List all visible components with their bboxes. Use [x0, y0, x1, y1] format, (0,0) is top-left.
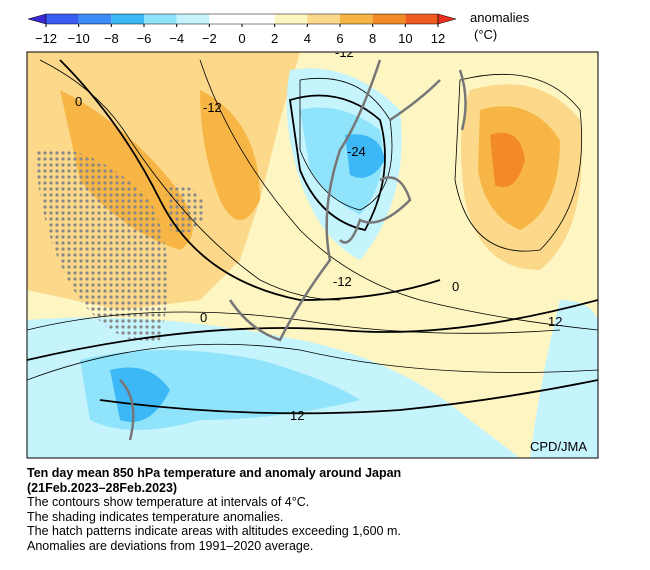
caption-line: Anomalies are deviations from 1991–2020 … — [27, 538, 314, 553]
caption-line: The hatch patterns indicate areas with a… — [27, 524, 401, 538]
colorbar-bin — [46, 14, 79, 24]
colorbar-title: anomalies — [470, 10, 530, 25]
contour-label: 0 — [200, 310, 207, 325]
contour-label: 12 — [290, 408, 304, 423]
contour-label: 0 — [452, 279, 459, 294]
colorbar-bin — [307, 14, 340, 24]
colorbar-extension — [27, 13, 47, 25]
colorbar-tick-label: −2 — [202, 31, 217, 46]
colorbar-tick-label: −8 — [104, 31, 119, 46]
colorbar-tick-label: 2 — [271, 31, 278, 46]
colorbar-tick-label: 0 — [238, 31, 245, 46]
caption-title: Ten day mean 850 hPa temperature and ano… — [27, 466, 402, 480]
colorbar-bin — [144, 14, 177, 24]
colorbar-bin — [242, 14, 275, 24]
colorbar-tick-label: −6 — [137, 31, 152, 46]
colorbar: −12 −10 −8 −6 −4 −2 0 2 4 6 8 10 12 — [27, 13, 457, 46]
colorbar-unit: (°C) — [474, 27, 497, 42]
caption-line: The shading indicates temperature anomal… — [27, 509, 284, 524]
colorbar-bin — [372, 14, 406, 24]
caption-period: (21Feb.2023–28Feb.2023) — [27, 480, 178, 495]
colorbar-tick-label: 8 — [369, 31, 376, 46]
colorbar-bin — [405, 14, 438, 24]
contour-label: -24 — [347, 144, 366, 159]
colorbar-bin — [111, 14, 144, 24]
map: 0 -12 -24 -12 0 12 12 0 -12 CPD/JMA — [27, 45, 598, 458]
colorbar-extension — [437, 13, 457, 25]
contour-label: 12 — [548, 314, 562, 329]
colorbar-tick-label: 10 — [398, 31, 412, 46]
map-frame — [26, 51, 599, 459]
contour-label: -12 — [335, 45, 354, 60]
caption-line: The contours show temperature at interva… — [27, 495, 310, 509]
colorbar-bin — [209, 14, 242, 24]
colorbar-bin — [176, 14, 210, 24]
caption: Ten day mean 850 hPa temperature and ano… — [27, 466, 401, 553]
contour-label: -12 — [333, 274, 352, 289]
colorbar-tick-label: −4 — [169, 31, 184, 46]
figure: −12 −10 −8 −6 −4 −2 0 2 4 6 8 10 12 anomalies (°C) — [26, 10, 599, 459]
contour-label: 0 — [75, 94, 82, 109]
colorbar-tick-label: 4 — [304, 31, 311, 46]
colorbar-tick-label: −10 — [68, 31, 90, 46]
colorbar-tick-label: 12 — [431, 31, 445, 46]
colorbar-tick-label: −12 — [35, 31, 57, 46]
colorbar-bin — [340, 14, 373, 24]
colorbar-bin — [78, 14, 112, 24]
colorbar-bin — [274, 14, 308, 24]
contour-label: -12 — [203, 100, 222, 115]
credit: CPD/JMA — [530, 439, 587, 454]
colorbar-tick-label: 6 — [336, 31, 343, 46]
